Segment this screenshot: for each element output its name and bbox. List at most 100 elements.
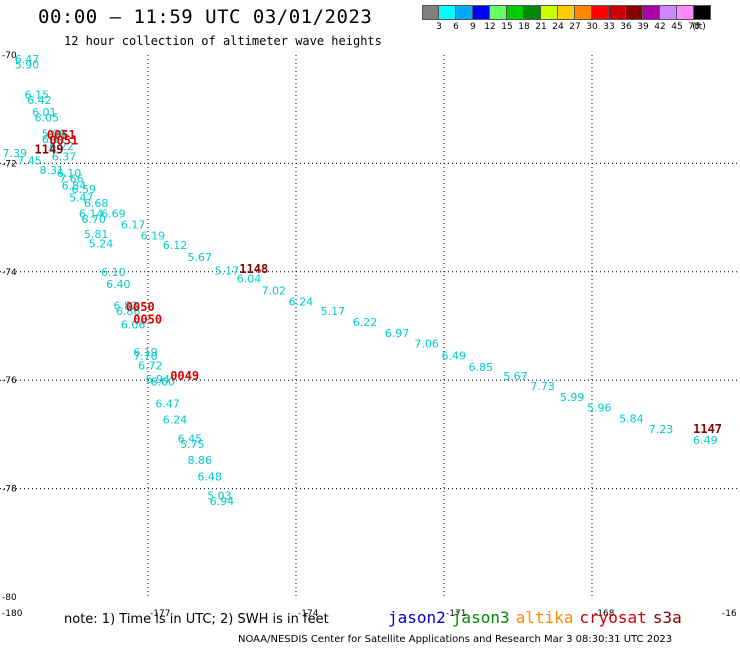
swh-point: 6.85 bbox=[469, 361, 494, 374]
legend-swatch bbox=[660, 5, 677, 20]
swh-point: 5.75 bbox=[180, 438, 205, 451]
satellite-s3a: s3a bbox=[652, 608, 682, 627]
swh-point: 6.97 bbox=[385, 327, 410, 340]
swh-point: 6.40 bbox=[106, 278, 131, 291]
satellite-altika: altika bbox=[515, 608, 574, 627]
swh-point: 5.67 bbox=[503, 370, 528, 383]
footnote: note: 1) Time is in UTC; 2) SWH is in fe… bbox=[64, 612, 329, 627]
legend-swatch bbox=[694, 5, 711, 20]
legend-tick-label: 27 bbox=[569, 22, 581, 32]
swh-point: 7.06 bbox=[414, 338, 439, 351]
swh-point: 6.17 bbox=[121, 218, 146, 231]
chart-subtitle: 12 hour collection of altimeter wave hei… bbox=[64, 34, 382, 48]
swh-point: 6.60 bbox=[150, 376, 175, 389]
time-label: 0051 bbox=[47, 128, 76, 142]
y-tick-label: -72 bbox=[2, 159, 17, 169]
swh-point: 7.70 bbox=[133, 350, 158, 363]
swh-point: 7.73 bbox=[530, 380, 555, 393]
x-tick-labels: -180 -177 -174 -171 -168 -16 bbox=[2, 609, 737, 619]
satellite-jason2: jason2 bbox=[388, 608, 446, 627]
time-label: 1148 bbox=[239, 262, 268, 276]
legend-tick-label: 24 bbox=[552, 22, 564, 32]
legend-tick-label: 9 bbox=[470, 22, 476, 32]
swh-point: 7.02 bbox=[261, 285, 286, 298]
legend-swatch bbox=[456, 5, 473, 20]
legend-tick-label: 39 bbox=[637, 22, 649, 32]
swh-point: 5.90 bbox=[15, 59, 40, 72]
swh-point: 6.49 bbox=[693, 434, 718, 447]
legend-tick-label: 33 bbox=[603, 22, 615, 32]
swh-point: 6.86 bbox=[116, 305, 141, 318]
legend-swatch bbox=[490, 5, 507, 20]
swh-point: 7.39 bbox=[2, 147, 27, 160]
legend-tick-label: 42 bbox=[654, 22, 666, 32]
legend-ticks: 3 6 9 12 15 18 21 24 27 30 33 36 39 42 45 70 (ft) bbox=[422, 20, 711, 32]
swh-point: 6.24 bbox=[289, 295, 314, 308]
swh-point: 6.48 bbox=[197, 470, 222, 483]
swh-point: 5.17 bbox=[215, 265, 240, 278]
swh-point: 5.81 bbox=[84, 228, 109, 241]
legend-swatch bbox=[507, 5, 524, 20]
data-points: 6.475.906.156.426.016.055.996.116.226.37… bbox=[2, 53, 717, 508]
swh-point: 6.19 bbox=[141, 229, 166, 242]
swh-point: 6.19 bbox=[133, 346, 158, 359]
legend-tick-label: 3 bbox=[436, 22, 442, 32]
legend-tick-label: 36 bbox=[620, 22, 632, 32]
swh-point: 5.67 bbox=[187, 251, 212, 264]
y-tick-label: -80 bbox=[2, 593, 17, 603]
legend-tick-label: 21 bbox=[535, 22, 547, 32]
swh-point: 6.68 bbox=[84, 197, 109, 210]
swh-point: 6.94 bbox=[210, 495, 235, 508]
swh-point: 5.84 bbox=[619, 412, 644, 425]
swh-point: 6.11 bbox=[42, 133, 67, 146]
swh-point: 5.47 bbox=[69, 191, 94, 204]
swh-point: 7.45 bbox=[17, 154, 42, 167]
swh-point: 6.24 bbox=[163, 414, 188, 427]
x-tick-label: -16 bbox=[722, 609, 737, 619]
x-tick-label: -171 bbox=[446, 609, 466, 619]
legend-swatch bbox=[626, 5, 643, 20]
swh-point: 6.15 bbox=[25, 88, 49, 101]
grid-lines bbox=[0, 55, 740, 597]
swh-point: 6.01 bbox=[32, 106, 57, 119]
swh-point: 6.59 bbox=[72, 183, 97, 196]
swh-point: 6.69 bbox=[101, 208, 126, 221]
swh-point: 6.70 bbox=[81, 213, 106, 226]
y-tick-label: -78 bbox=[2, 485, 17, 495]
swh-point: 6.10 bbox=[57, 167, 82, 180]
swh-point: 8.31 bbox=[39, 164, 64, 177]
time-label: 0050 bbox=[126, 300, 155, 314]
swh-point: 6.37 bbox=[52, 151, 77, 164]
swh-point: 6.84 bbox=[62, 179, 87, 192]
swh-point: 6.49 bbox=[442, 350, 467, 363]
legend-tick-label: 18 bbox=[518, 22, 530, 32]
legend-tick-label: 15 bbox=[501, 22, 513, 32]
swh-point: 6.42 bbox=[27, 94, 51, 107]
color-legend: 3 6 9 12 15 18 21 24 27 30 33 36 39 42 45 70 (ft) bbox=[422, 5, 711, 32]
swh-point: 6.47 bbox=[155, 397, 180, 410]
satellite-cryosat: cryosat bbox=[579, 608, 647, 627]
swh-point: 6.22 bbox=[49, 140, 73, 153]
legend-swatch bbox=[677, 5, 694, 20]
time-label: 0050 bbox=[133, 312, 162, 326]
chart-title: 00:00 — 11:59 UTC 03/01/2023 bbox=[38, 6, 373, 28]
legend-swatch bbox=[473, 5, 490, 20]
legend-swatches bbox=[422, 5, 711, 20]
legend-tick-label: 30 bbox=[586, 22, 598, 32]
swh-point: 6.82 bbox=[113, 300, 138, 313]
swh-point: 5.96 bbox=[587, 402, 612, 415]
swh-point: 7.66 bbox=[59, 172, 83, 185]
legend-unit: (ft) bbox=[692, 22, 706, 32]
swh-point: 6.10 bbox=[101, 266, 126, 279]
legend-swatch bbox=[524, 5, 541, 20]
swh-point: 6.04 bbox=[237, 273, 261, 286]
time-label: 1149 bbox=[35, 143, 64, 157]
legend-swatch bbox=[558, 5, 575, 20]
swh-point: 5.03 bbox=[207, 489, 232, 502]
swh-point: 6.14 bbox=[79, 208, 104, 221]
swh-point: 6.05 bbox=[35, 112, 60, 125]
swh-point: 6.45 bbox=[178, 433, 203, 446]
swh-point: 5.17 bbox=[321, 305, 346, 318]
